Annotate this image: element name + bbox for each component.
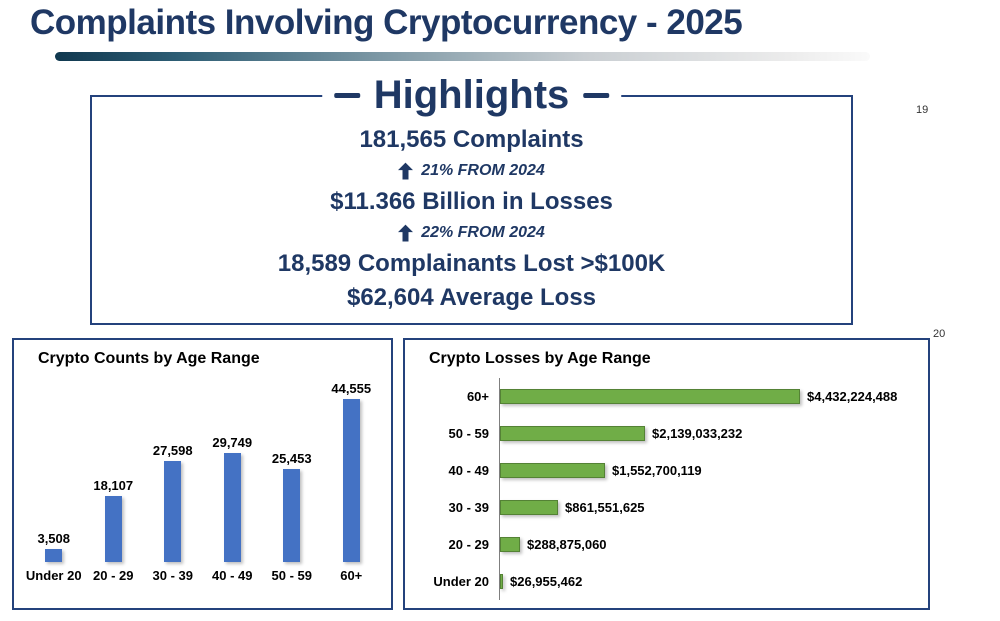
bar-category-label: 20 - 29 xyxy=(448,537,489,552)
heading-dash-right-icon xyxy=(583,92,610,98)
bar-row: Under 20 $26,955,462 xyxy=(415,563,920,600)
count-bar xyxy=(45,549,63,562)
highlight-delta-line: 21% FROM 2024 xyxy=(92,157,851,185)
bar-column: 18,107 20 - 29 xyxy=(84,376,142,602)
highlight-stat-line: 18,589 Complainants Lost >$100K xyxy=(92,247,851,281)
bar-category-label: 30 - 39 xyxy=(448,500,489,515)
bar-category-label: Under 20 xyxy=(433,574,489,589)
bar-value-label: 3,508 xyxy=(37,531,71,546)
bar-row: 60+ $4,432,224,488 xyxy=(415,378,920,415)
bar-column: 25,453 50 - 59 xyxy=(263,376,321,602)
bar-category-label: 60+ xyxy=(340,568,363,583)
bar-value-label: $2,139,033,232 xyxy=(652,426,743,441)
loss-bar xyxy=(500,500,558,515)
bar-zone: $26,955,462 xyxy=(499,563,920,600)
page-title: Complaints Involving Cryptocurrency - 20… xyxy=(30,3,743,42)
highlights-heading: Highlights xyxy=(373,73,570,117)
loss-bar xyxy=(500,426,645,441)
count-bar xyxy=(104,496,122,562)
bar-value-label: 25,453 xyxy=(271,451,312,466)
highlights-stats-list: 181,565 Complaints 21% FROM 2024 $11.366 B… xyxy=(92,97,851,315)
highlight-text: 21% FROM 2024 xyxy=(421,162,545,179)
loss-bar xyxy=(500,389,800,404)
bar-value-label: $4,432,224,488 xyxy=(807,389,898,404)
losses-bar-chart: 60+ $4,432,224,488 50 - 59 $2,139,033,232 40… xyxy=(415,378,920,600)
bar-category-label: 40 - 49 xyxy=(448,463,489,478)
highlights-panel: Highlights 181,565 Complaints 21% FROM 20… xyxy=(90,71,853,325)
loss-bar xyxy=(500,537,520,552)
bar-category-label: 60+ xyxy=(466,389,489,404)
bar-category-label: 50 - 59 xyxy=(271,568,312,583)
slide-number-19: 19 xyxy=(916,104,929,116)
losses-chart-panel: Crypto Losses by Age Range 60+ $4,432,224… xyxy=(403,338,930,610)
highlight-text: 18,589 Complainants Lost >$100K xyxy=(277,250,666,277)
highlight-text: 22% FROM 2024 xyxy=(421,224,545,241)
bar-zone: $1,552,700,119 xyxy=(499,452,920,489)
bar-value-label: 44,555 xyxy=(331,381,372,396)
bar-column: 44,555 60+ xyxy=(322,376,380,602)
highlight-text: 181,565 Complaints xyxy=(359,126,584,153)
bar-zone: $861,551,625 xyxy=(499,489,920,526)
highlights-heading-row: Highlights xyxy=(321,71,622,119)
bar-row: 40 - 49 $1,552,700,119 xyxy=(415,452,920,489)
bar-category-label: 30 - 39 xyxy=(152,568,193,583)
counts-chart-title: Crypto Counts by Age Range xyxy=(38,350,260,367)
bar-category-label: 40 - 49 xyxy=(212,568,253,583)
count-bar xyxy=(283,469,301,562)
bar-value-label: $26,955,462 xyxy=(510,574,583,589)
bar-category-label: 50 - 59 xyxy=(448,426,489,441)
bar-row: 20 - 29 $288,875,060 xyxy=(415,526,920,563)
highlight-text: $62,604 Average Loss xyxy=(346,284,597,311)
bar-zone: $2,139,033,232 xyxy=(499,415,920,452)
bar-zone: $4,432,224,488 xyxy=(499,378,920,415)
count-bar xyxy=(164,461,182,562)
bar-column: 29,749 40 - 49 xyxy=(203,376,261,602)
bar-column: 3,508 Under 20 xyxy=(25,376,83,602)
slide-number-20: 20 xyxy=(933,328,946,340)
highlight-stat-line: $11.366 Billion in Losses xyxy=(92,185,851,219)
bar-value-label: 27,598 xyxy=(152,443,193,458)
losses-chart-title: Crypto Losses by Age Range xyxy=(429,350,651,367)
bar-value-label: $861,551,625 xyxy=(565,500,645,515)
bar-column: 27,598 30 - 39 xyxy=(144,376,202,602)
bar-row: 30 - 39 $861,551,625 xyxy=(415,489,920,526)
highlight-delta-line: 22% FROM 2024 xyxy=(92,219,851,247)
highlight-stat-line: 181,565 Complaints xyxy=(92,123,851,157)
loss-bar xyxy=(500,574,503,589)
loss-bar xyxy=(500,463,605,478)
highlight-text: $11.366 Billion in Losses xyxy=(330,188,613,215)
title-underline-swoosh xyxy=(55,52,870,61)
bar-value-label: 18,107 xyxy=(93,478,134,493)
counts-chart-panel: Crypto Counts by Age Range 3,508 Under 20… xyxy=(12,338,393,610)
up-arrow-icon xyxy=(398,224,414,242)
bar-value-label: $288,875,060 xyxy=(527,537,607,552)
heading-dash-left-icon xyxy=(333,92,360,98)
bar-value-label: $1,552,700,119 xyxy=(612,463,702,478)
bar-zone: $288,875,060 xyxy=(499,526,920,563)
bar-value-label: 29,749 xyxy=(212,435,253,450)
count-bar xyxy=(223,453,241,562)
highlight-stat-line: $62,604 Average Loss xyxy=(92,281,851,315)
counts-bar-chart: 3,508 Under 20 18,107 20 - 29 27,598 30 - 39 2… xyxy=(24,376,381,602)
up-arrow-icon xyxy=(398,162,414,180)
bar-category-label: 20 - 29 xyxy=(93,568,134,583)
bar-category-label: Under 20 xyxy=(25,568,82,583)
bar-row: 50 - 59 $2,139,033,232 xyxy=(415,415,920,452)
count-bar xyxy=(342,399,360,562)
